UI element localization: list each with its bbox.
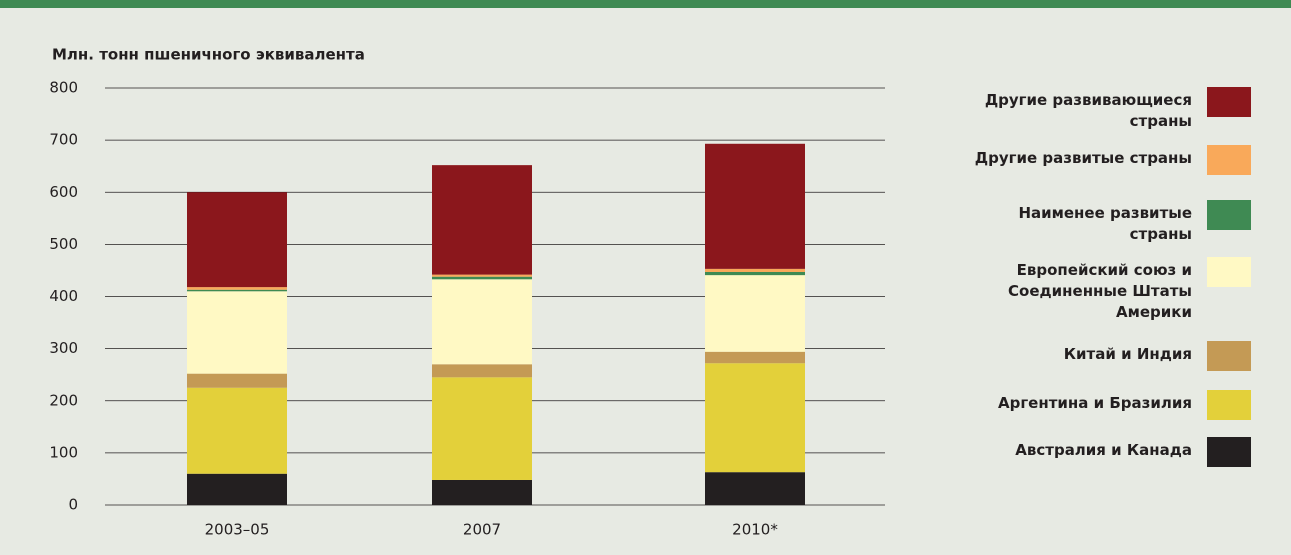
bar-segment: [705, 363, 805, 473]
bar-segment: [187, 287, 287, 290]
bar-segment: [705, 472, 805, 505]
legend-swatch: [1207, 437, 1251, 467]
y-tick-label: 600: [49, 183, 78, 201]
legend-label: Аргентина и Бразилия: [997, 394, 1192, 412]
bar-segment: [187, 289, 287, 292]
bar-segment: [432, 274, 532, 277]
legend-swatch: [1207, 341, 1251, 371]
legend-label: Австралия и Канада: [1015, 441, 1192, 459]
y-tick-label: 700: [49, 131, 78, 149]
y-tick-label: 100: [49, 443, 78, 461]
bar-segment: [432, 165, 532, 275]
x-tick-label: 2007: [463, 521, 501, 539]
legend-label: Наименее развитые страны: [1018, 204, 1192, 243]
legend-label: Европейский союз и Соединенные Штаты Аме…: [1008, 261, 1192, 321]
legend-swatch: [1207, 390, 1251, 420]
bar-segment: [432, 479, 532, 505]
bar-segment: [187, 473, 287, 505]
chart-title: Млн. тонн пшеничного эквивалента: [52, 46, 365, 64]
y-tick-label: 800: [49, 79, 78, 97]
legend-swatch: [1207, 200, 1251, 230]
y-tick-label: 300: [49, 339, 78, 357]
legend-label: Другие развитые страны: [974, 149, 1192, 167]
bar-segment: [187, 373, 287, 388]
bar-segment: [432, 276, 532, 280]
bar-segment: [705, 272, 805, 276]
y-tick-label: 400: [49, 287, 78, 305]
legend-swatch: [1207, 257, 1251, 287]
y-tick-label: 500: [49, 235, 78, 253]
bar-segment: [705, 351, 805, 364]
bar-segment: [705, 143, 805, 269]
legend-label: Другие развивающиеся страны: [984, 91, 1192, 130]
x-tick-label: 2003–05: [205, 521, 270, 539]
legend-label: Китай и Индия: [1063, 345, 1192, 363]
bar-segment: [432, 279, 532, 365]
bar-segment: [187, 192, 287, 288]
legend-swatch: [1207, 87, 1251, 117]
top-band: [0, 0, 1291, 8]
bar-segment: [187, 291, 287, 374]
bar-segment: [705, 275, 805, 352]
x-tick-label: 2010*: [732, 521, 778, 539]
bar-segment: [432, 377, 532, 480]
bar-segment: [432, 364, 532, 378]
bar-segment: [187, 387, 287, 474]
legend-swatch: [1207, 145, 1251, 175]
bar-segment: [705, 268, 805, 273]
y-tick-label: 0: [68, 496, 78, 514]
y-tick-label: 200: [49, 391, 78, 409]
